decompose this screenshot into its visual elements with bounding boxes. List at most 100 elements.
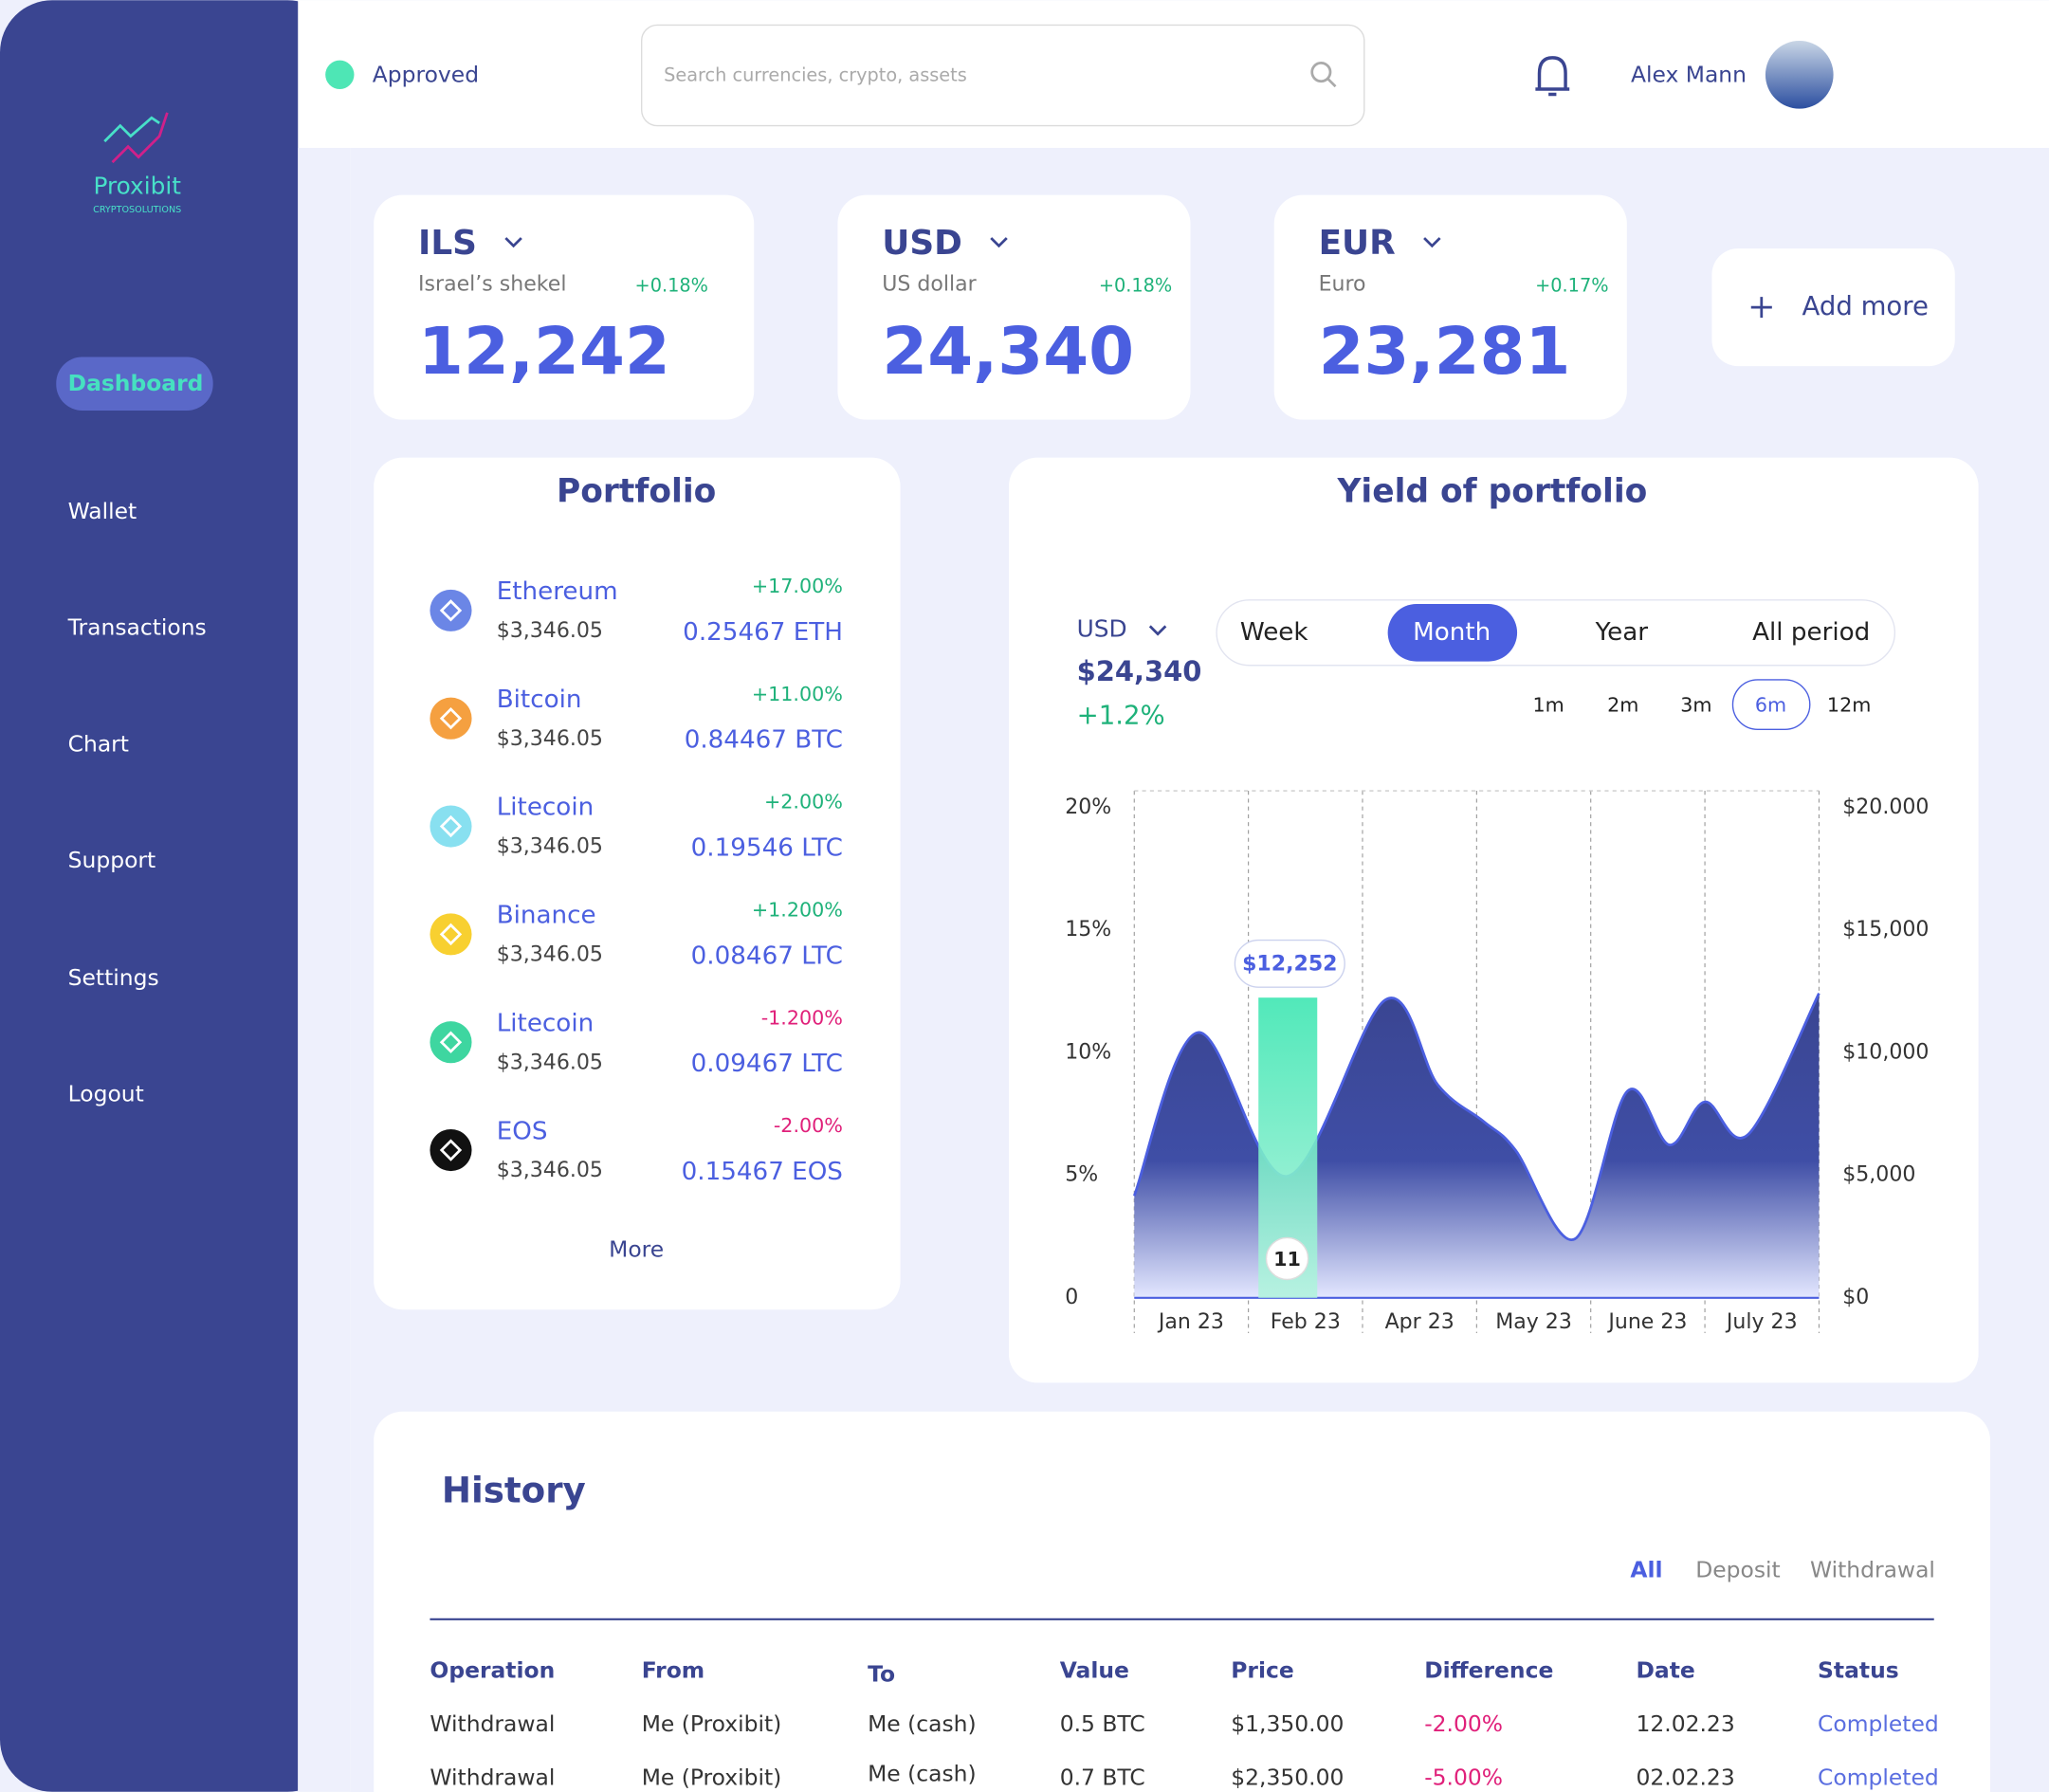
column-header: Status <box>1818 1656 1899 1683</box>
y-tick-label: $10,000 <box>1842 1040 1929 1064</box>
history-filter[interactable]: Deposit <box>1695 1556 1780 1582</box>
period-tab[interactable]: Week <box>1240 618 1309 647</box>
period-tab[interactable]: Year <box>1595 618 1649 647</box>
coin-glyph <box>439 599 463 622</box>
chevron <box>990 237 1008 248</box>
chevron <box>1423 237 1441 248</box>
logo-mark <box>103 116 160 143</box>
coin-change: +17.00% <box>752 575 843 597</box>
coin-icon <box>430 697 472 740</box>
search-icon[interactable] <box>1310 62 1332 83</box>
coin-glyph <box>439 707 463 730</box>
range-tab[interactable]: 1m <box>1533 693 1564 716</box>
table-cell: Me (Proxibit) <box>642 1710 782 1737</box>
column-header: Date <box>1636 1656 1694 1683</box>
x-tick-label: Jan 23 <box>1157 1310 1224 1334</box>
coin-amount: 0.08467 LTC <box>691 942 843 970</box>
y2-tick-label: 0 <box>1065 1286 1078 1309</box>
coin-icon <box>430 589 472 631</box>
currency-code[interactable]: USD <box>882 224 962 263</box>
coin-icon <box>430 805 472 848</box>
search-placeholder: Search currencies, crypto, assets <box>664 64 967 86</box>
yield-title: Yield of portfolio <box>1336 472 1647 510</box>
y-tick-label: $15,000 <box>1842 918 1929 942</box>
tab-active[interactable] <box>1387 603 1518 662</box>
range-tab[interactable]: 12m <box>1827 693 1871 716</box>
currency-select[interactable]: USD <box>1077 615 1127 643</box>
nav-item[interactable]: Chart <box>68 730 129 757</box>
coin-name[interactable]: EOS <box>497 1117 548 1145</box>
coin-price: $3,346.05 <box>497 727 603 751</box>
coin-name[interactable]: Ethereum <box>497 577 618 606</box>
portfolio-card <box>374 457 901 1310</box>
currency-code[interactable]: ILS <box>418 224 477 263</box>
range-tab[interactable]: 6m <box>1755 693 1786 716</box>
table-cell: Me (Proxibit) <box>642 1764 782 1790</box>
table-cell[interactable]: Completed <box>1818 1764 1939 1790</box>
nav-item[interactable]: Transactions <box>67 614 207 641</box>
user-name[interactable]: Alex Mann <box>1631 62 1747 88</box>
bell-icon[interactable] <box>1535 56 1570 97</box>
coin-name[interactable]: Litecoin <box>497 1009 594 1037</box>
history-filter[interactable]: Withdrawal <box>1810 1556 1935 1582</box>
currency-value: 24,340 <box>882 314 1134 390</box>
range-tab[interactable]: 3m <box>1680 693 1711 716</box>
day-label: 11 <box>1273 1248 1301 1271</box>
column-header: Difference <box>1424 1656 1553 1683</box>
coin-name[interactable]: Binance <box>497 902 596 930</box>
period-active[interactable] <box>1731 679 1811 730</box>
area-line <box>1132 992 1820 1241</box>
x-tick-label: May 23 <box>1495 1310 1572 1334</box>
coin-change: -1.200% <box>761 1006 843 1029</box>
period-tab[interactable]: All period <box>1752 618 1870 647</box>
table-cell: $2,350.00 <box>1231 1764 1344 1790</box>
column-header: Price <box>1231 1656 1293 1683</box>
sidebar-edge <box>298 147 351 1792</box>
add-more-card[interactable] <box>1711 248 1955 367</box>
coin-price: $3,346.05 <box>497 1159 603 1182</box>
coin-price: $3,346.05 <box>497 942 603 966</box>
nav-item[interactable]: Wallet <box>68 498 137 524</box>
coin-price: $3,346.05 <box>497 619 603 643</box>
table-cell: $1,350.00 <box>1231 1710 1344 1737</box>
tooltip-value: $12,252 <box>1242 953 1337 977</box>
coin-name[interactable]: Litecoin <box>497 794 594 822</box>
coin-amount: 0.09467 LTC <box>691 1050 843 1078</box>
range-tab[interactable]: 2m <box>1607 693 1638 716</box>
coin-icon <box>430 913 472 956</box>
nav-item[interactable]: Settings <box>68 964 159 991</box>
table-cell: Withdrawal <box>430 1764 555 1790</box>
period-tab[interactable]: Month <box>1413 618 1491 647</box>
coin-change: -2.00% <box>774 1114 843 1137</box>
column-header: Operation <box>430 1656 555 1683</box>
table-cell[interactable]: Completed <box>1818 1710 1939 1737</box>
avatar[interactable] <box>1765 40 1834 109</box>
status: Approved <box>373 62 479 88</box>
currency-value: 12,242 <box>418 314 670 390</box>
add-more[interactable]: Add more <box>1802 291 1929 321</box>
history-filter[interactable]: All <box>1630 1556 1662 1582</box>
coin-name[interactable]: Bitcoin <box>497 686 582 714</box>
coin-glyph <box>439 1139 463 1161</box>
coin-amount: 0.25467 ETH <box>683 618 843 647</box>
sidebar <box>0 0 340 1792</box>
yield-total: $24,340 <box>1077 655 1202 687</box>
coin-change: +11.00% <box>752 683 843 705</box>
yield-change: +1.2% <box>1077 700 1165 730</box>
more-link[interactable]: More <box>609 1236 664 1263</box>
currency-card <box>837 194 1191 420</box>
nav-active[interactable] <box>56 357 213 411</box>
plus-icon <box>1750 297 1772 319</box>
nav-item[interactable]: Support <box>68 847 156 873</box>
coin-glyph <box>439 1031 463 1053</box>
table-cell: Me (cash) <box>868 1710 977 1737</box>
logo-sub: CRYPTOSOLUTIONS <box>93 205 181 215</box>
currency-code[interactable]: EUR <box>1319 224 1396 263</box>
nav-item[interactable]: Dashboard <box>68 370 204 396</box>
search-box[interactable] <box>641 24 1365 127</box>
nav-item[interactable]: Logout <box>68 1081 144 1107</box>
y-tick-label: $20.000 <box>1842 795 1929 819</box>
table-cell: Withdrawal <box>430 1710 555 1737</box>
column-header: Value <box>1060 1656 1129 1683</box>
